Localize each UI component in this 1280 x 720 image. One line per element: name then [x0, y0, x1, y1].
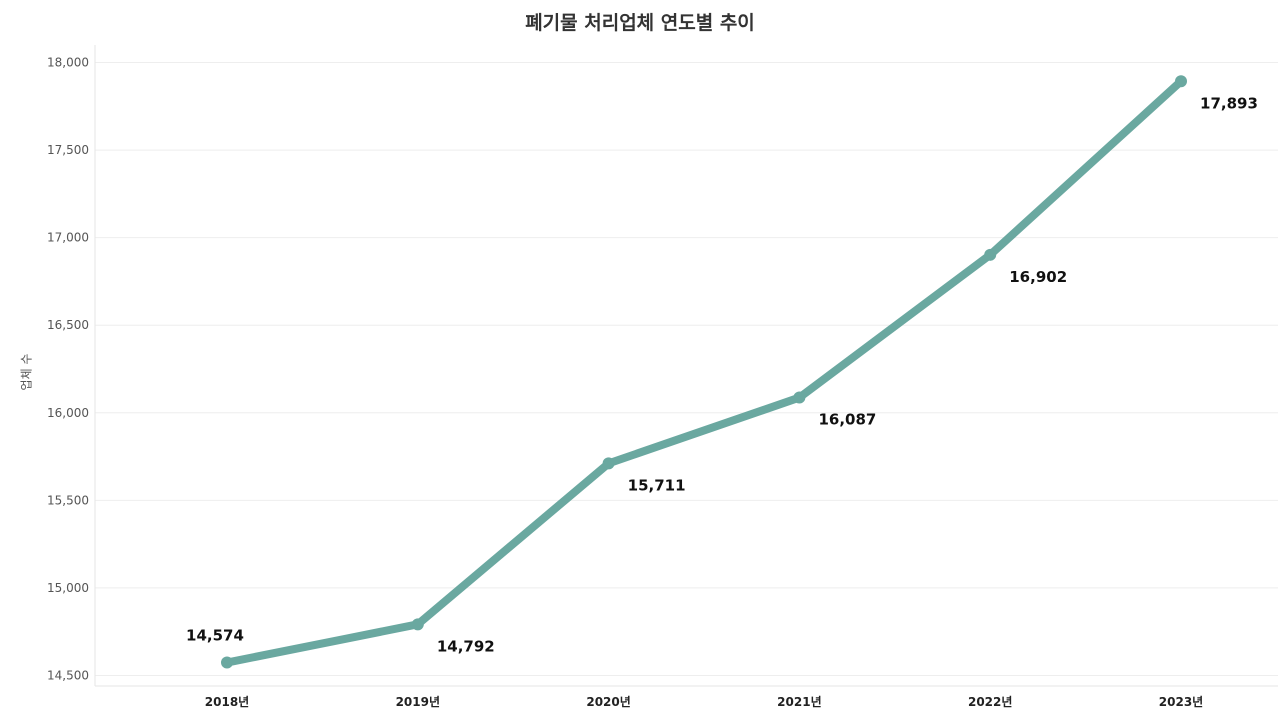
y-tick-label: 18,000: [47, 56, 89, 70]
x-tick-label: 2022년: [968, 695, 1012, 709]
data-point: [602, 457, 615, 470]
series-line-layer: [223, 77, 1185, 667]
data-label: 16,902: [1009, 268, 1067, 286]
data-point: [1175, 75, 1187, 88]
y-tick-label: 17,500: [47, 143, 89, 157]
x-tick-labels: 2018년 2019년 2020년 2021년 2022년 2023년: [205, 695, 1203, 709]
data-labels: 14,574 14,792 15,711 16,087 16,902 17,893: [186, 94, 1258, 655]
data-label: 14,792: [437, 637, 495, 655]
y-tick-label: 16,500: [47, 318, 89, 332]
y-tick-label: 17,000: [47, 231, 89, 245]
grid-lines: [95, 62, 1278, 676]
y-tick-label: 16,000: [47, 406, 89, 420]
axes: [94, 45, 1278, 687]
data-label: 17,893: [1200, 94, 1258, 112]
x-tick-label: 2021년: [777, 695, 821, 709]
data-point: [984, 248, 997, 261]
y-tick-label: 15,500: [47, 493, 89, 507]
data-label: 16,087: [818, 411, 876, 429]
x-tick-label: 2023년: [1159, 695, 1203, 709]
data-point: [221, 656, 233, 669]
x-tick-label: 2018년: [205, 695, 249, 709]
data-point: [411, 618, 424, 631]
y-tick-labels: 14,500 15,000 15,500 16,000 16,500 17,000 17,5…: [47, 56, 89, 683]
series-line: [223, 77, 1185, 667]
chart-title: 폐기물 처리업체 연도별 추이: [525, 12, 755, 34]
data-label: 15,711: [628, 476, 686, 494]
data-points: [221, 75, 1187, 669]
y-tick-label: 14,500: [47, 668, 89, 682]
x-tick-label: 2019년: [396, 695, 440, 709]
y-tick-label: 15,000: [47, 581, 89, 595]
data-label: 14,574: [186, 627, 244, 645]
data-point: [793, 391, 806, 404]
x-tick-label: 2020년: [586, 695, 630, 709]
